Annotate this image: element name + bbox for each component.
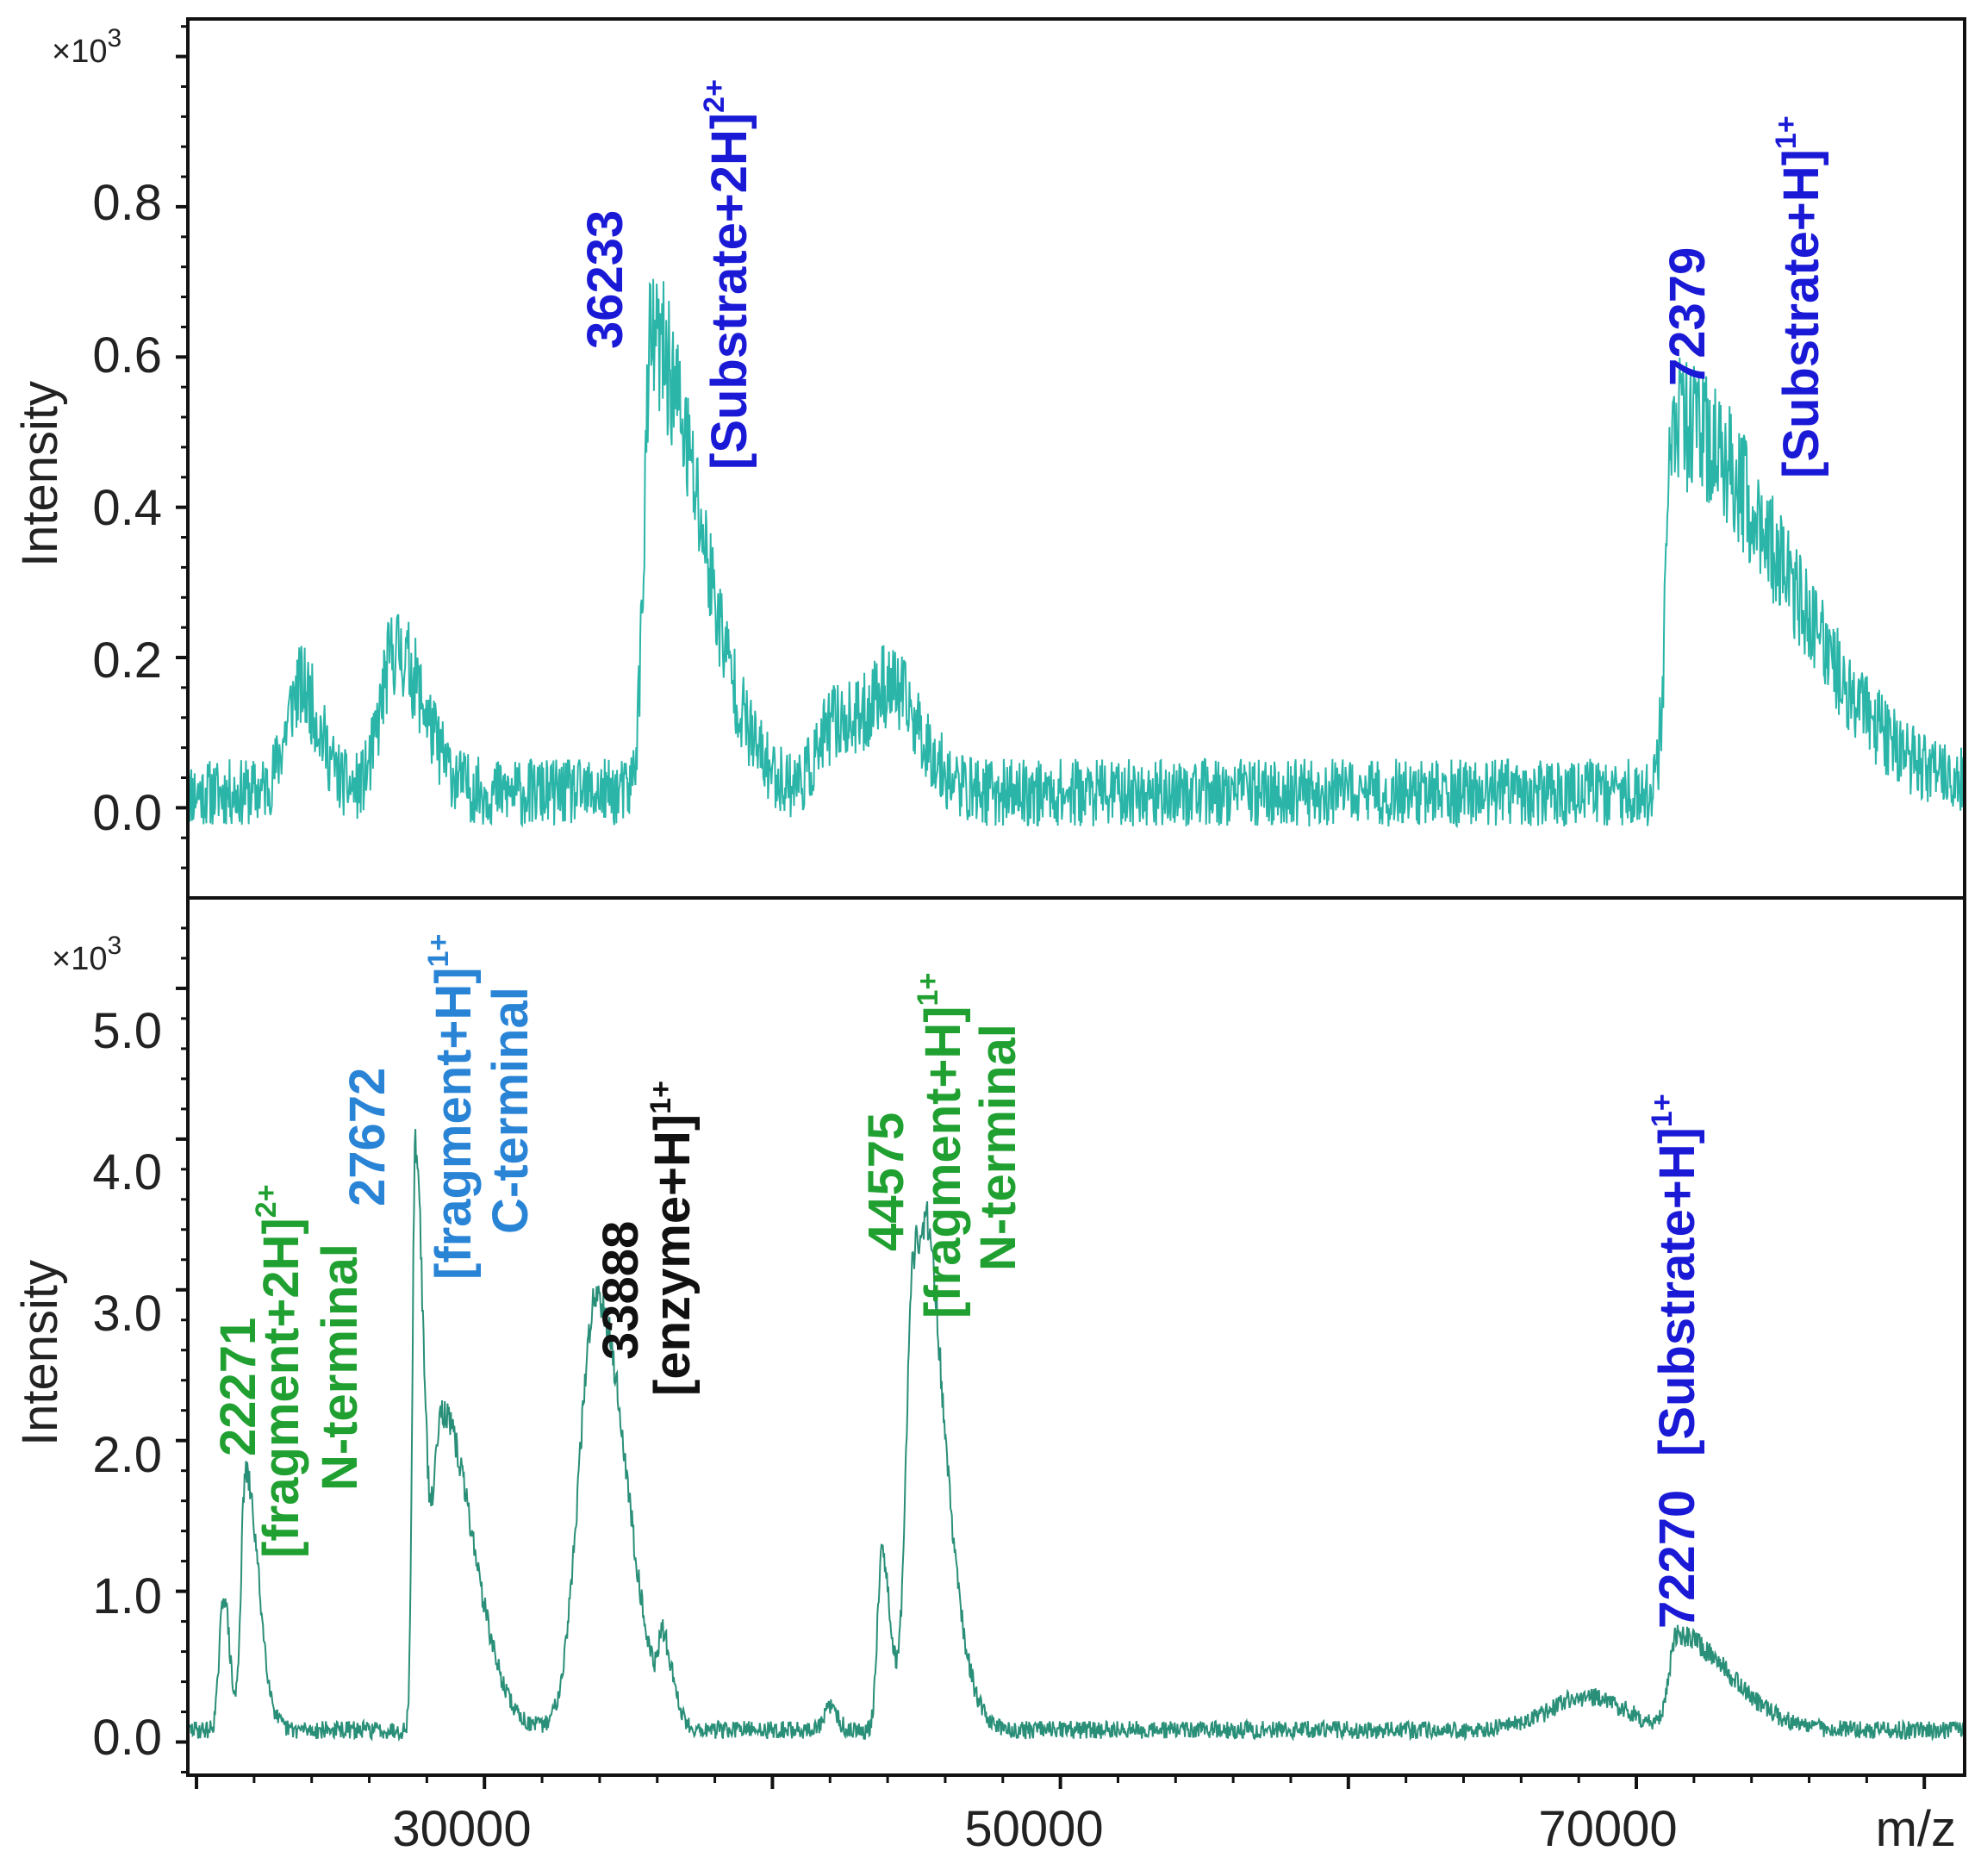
peak-mass-label: 22271 — [210, 1318, 266, 1456]
terminus-label: C-terminal — [483, 987, 539, 1234]
x-axis-title: m/z — [1876, 1801, 1956, 1857]
peak-mass-label: 44575 — [858, 1113, 914, 1251]
top-spectrum-line — [187, 278, 1965, 829]
ion-label: [Substrate+H]1+ — [1770, 115, 1829, 478]
peak-mass-label: 36233 — [577, 210, 633, 349]
peak-mass-label: 33888 — [593, 1221, 649, 1360]
bottom-y-multiplier: ×103 — [52, 932, 121, 977]
ion-label: [Substrate+2H]2+ — [698, 79, 757, 470]
ion-label: [Substrate+H]1+ — [1646, 1094, 1705, 1456]
top-y-tick-label: 0.2 — [92, 633, 162, 689]
bottom-y-tick-label: 2.0 — [92, 1427, 162, 1483]
bottom-y-tick-label: 0.0 — [92, 1710, 162, 1766]
top-y-tick-label: 0.4 — [92, 480, 162, 536]
bottom-annotation-44575: 44575 [fragment+H]1+ N-terminal — [858, 973, 1026, 1318]
x-tick-label: 70000 — [1538, 1801, 1677, 1857]
ion-label: [fragment+H]1+ — [422, 934, 482, 1280]
bottom-y-tick-label: 3.0 — [92, 1286, 162, 1342]
top-annotation-72379: 72379 [Substrate+H]1+ — [1660, 115, 1829, 478]
top-ticks — [176, 25, 188, 869]
top-y-tick-label: 0.6 — [92, 327, 162, 383]
bottom-y-tick-labels: 0.0 1.0 2.0 3.0 4.0 5.0 — [92, 1003, 162, 1766]
bottom-panel: ×103 Intensity 0.0 1.0 2.0 3.0 4.0 5.0 3… — [12, 896, 1966, 1857]
bottom-annotation-72270: 72270 [Substrate+H]1+ — [1646, 1094, 1705, 1629]
bottom-y-tick-label: 5.0 — [92, 1003, 162, 1059]
top-panel: ×103 Intensity 0.0 0.2 0.4 0.6 0.8 36233… — [12, 17, 1966, 900]
top-y-tick-label: 0.8 — [92, 175, 162, 231]
ion-label: [enzyme+H]1+ — [645, 1081, 701, 1396]
bottom-y-axis-title: Intensity — [12, 1260, 68, 1446]
bottom-annotation-22271: 22271 [fragment+2H]2+ N-terminal — [210, 1184, 368, 1558]
top-y-tick-label: 0.0 — [92, 785, 162, 841]
top-y-axis-title: Intensity — [12, 381, 68, 567]
peak-mass-label: 27672 — [340, 1068, 396, 1206]
peak-mass-label: 72379 — [1660, 247, 1716, 386]
bottom-y-tick-label: 1.0 — [92, 1568, 162, 1624]
terminus-label: N-terminal — [312, 1243, 368, 1491]
x-tick-label: 30000 — [392, 1801, 531, 1857]
top-y-tick-labels: 0.0 0.2 0.4 0.6 0.8 — [92, 175, 162, 841]
ion-label: [fragment+2H]2+ — [250, 1184, 309, 1558]
bottom-y-tick-label: 4.0 — [92, 1144, 162, 1200]
terminus-label: N-terminal — [970, 1024, 1026, 1271]
bottom-annotation-27672: 27672 [fragment+H]1+ C-terminal — [340, 934, 539, 1280]
bottom-plot-frame — [186, 896, 1966, 1777]
x-tick-label: 50000 — [964, 1801, 1103, 1857]
bottom-annotation-33888: 33888 [enzyme+H]1+ — [593, 1081, 701, 1396]
top-annotation-36233: 36233 [Substrate+2H]2+ — [577, 79, 757, 470]
top-y-multiplier: ×103 — [52, 24, 121, 70]
peak-mass-label: 72270 — [1649, 1490, 1705, 1629]
ion-label: [fragment+H]1+ — [912, 973, 971, 1318]
x-tick-labels: 30000 50000 70000 — [392, 1801, 1677, 1857]
bottom-spectrum-line — [187, 1129, 1965, 1742]
